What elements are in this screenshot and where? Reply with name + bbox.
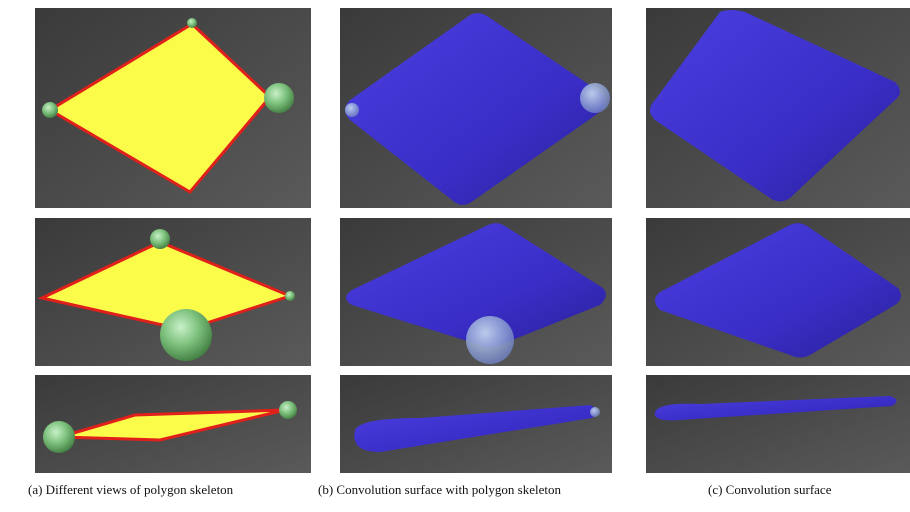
sphere bbox=[466, 316, 514, 364]
sphere bbox=[42, 102, 58, 118]
sphere bbox=[264, 83, 294, 113]
sphere bbox=[580, 83, 610, 113]
figure-page: {"captions": ["(a) Different views of po… bbox=[0, 0, 910, 512]
sphere bbox=[279, 401, 297, 419]
sphere bbox=[160, 309, 212, 361]
caption: (c) Convolution surface bbox=[708, 482, 831, 498]
figure bbox=[0, 0, 910, 480]
sphere bbox=[150, 229, 170, 249]
sphere bbox=[590, 407, 600, 417]
sphere bbox=[187, 18, 197, 28]
sphere bbox=[345, 103, 359, 117]
caption: (b) Convolution surface with polygon ske… bbox=[318, 482, 561, 498]
panel bbox=[646, 375, 910, 473]
caption: (a) Different views of polygon skeleton bbox=[28, 482, 233, 498]
sphere bbox=[285, 291, 295, 301]
sphere bbox=[43, 421, 75, 453]
